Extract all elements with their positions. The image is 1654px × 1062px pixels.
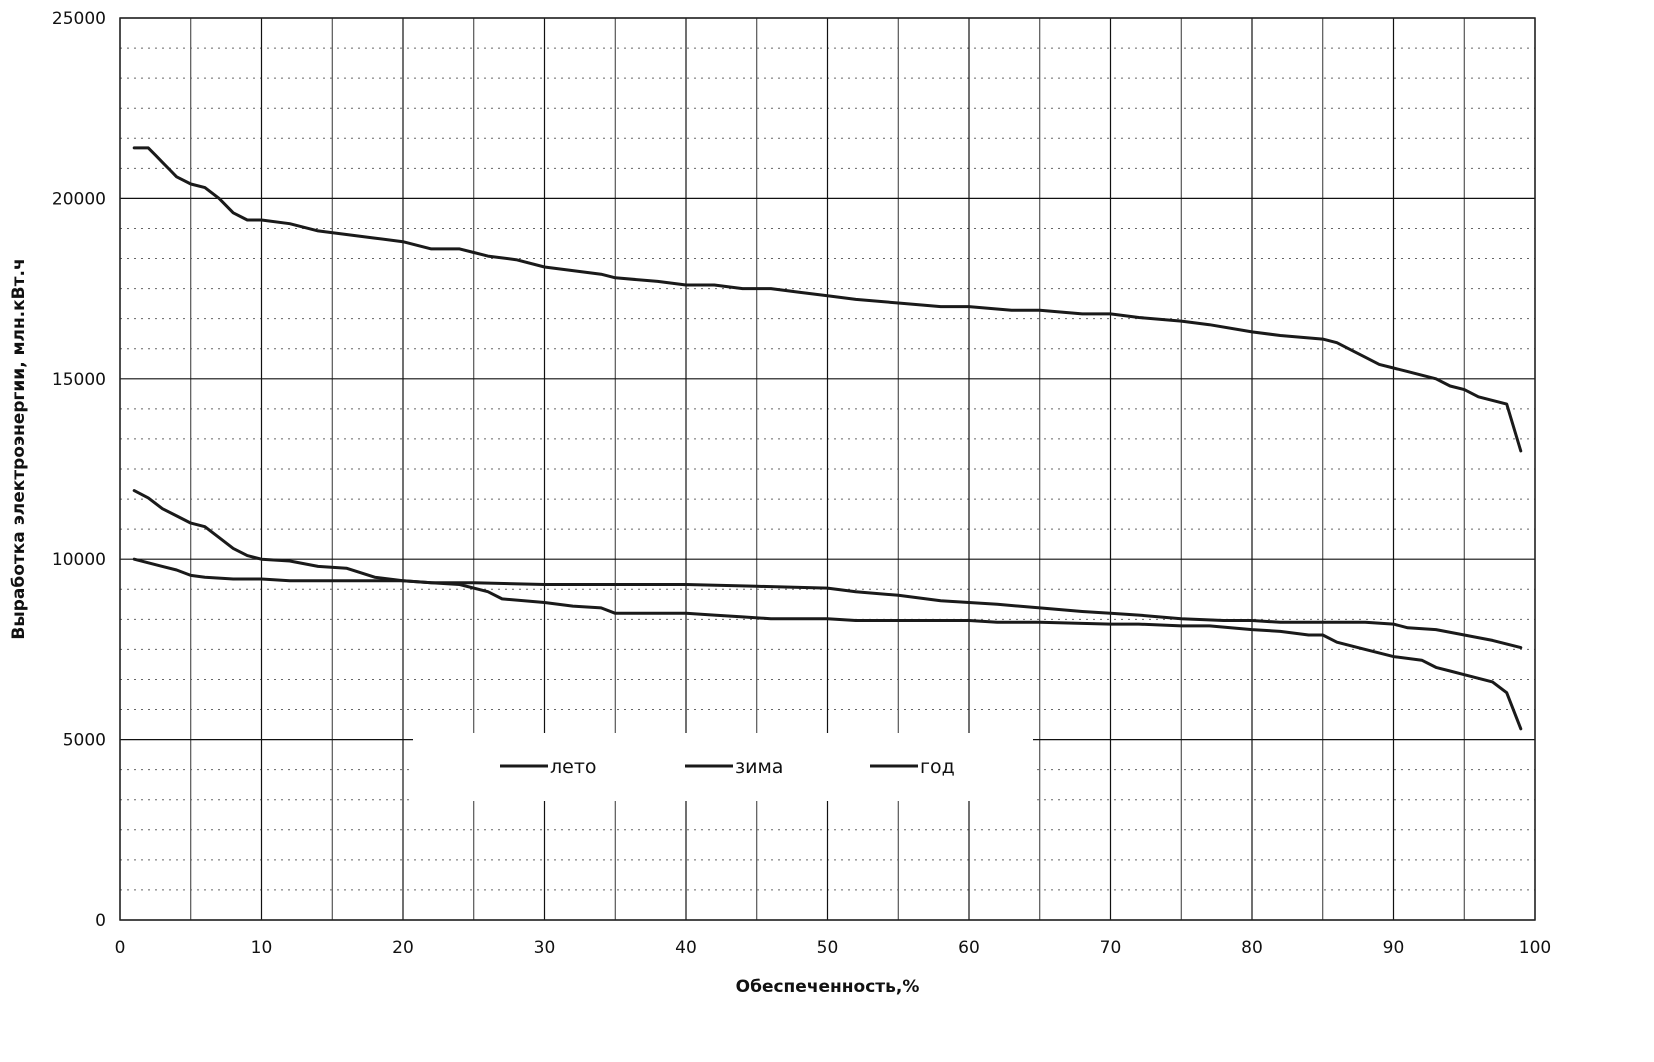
legend-label-зима: зима xyxy=(735,756,783,778)
plot-area-border xyxy=(119,17,1536,921)
y-axis-title: Выработка электроэнергии, млн.кВт.ч xyxy=(9,258,29,639)
x-tick-label: 10 xyxy=(251,938,273,958)
y-tick-label: 25000 xyxy=(52,9,106,29)
y-tick-label: 0 xyxy=(95,911,106,931)
x-tick-label: 100 xyxy=(1519,938,1551,958)
series-line-год xyxy=(132,146,1523,453)
legend: лето зима год xyxy=(413,733,1033,801)
y-axis-tick-labels: 0 5000 10000 15000 20000 25000 xyxy=(52,9,106,931)
x-axis-title: Обеспеченность,% xyxy=(736,977,920,997)
x-axis-tick-labels: 0 10 20 30 40 50 60 70 80 90 100 xyxy=(115,938,1552,958)
y-tick-label: 5000 xyxy=(63,731,106,751)
x-tick-label: 0 xyxy=(115,938,126,958)
x-tick-label: 40 xyxy=(675,938,697,958)
y-tick-label: 20000 xyxy=(52,189,106,209)
series-layer xyxy=(132,146,1523,731)
y-tick-label: 10000 xyxy=(52,550,106,570)
x-tick-label: 70 xyxy=(1100,938,1122,958)
legend-label-год: год xyxy=(920,756,955,778)
series-line-лето xyxy=(132,489,1523,731)
series-line-зима xyxy=(132,557,1523,650)
y-tick-label: 15000 xyxy=(52,370,106,390)
x-tick-label: 30 xyxy=(534,938,556,958)
x-tick-label: 20 xyxy=(392,938,414,958)
x-tick-label: 90 xyxy=(1383,938,1405,958)
x-tick-label: 80 xyxy=(1241,938,1263,958)
x-tick-label: 60 xyxy=(958,938,980,958)
x-tick-label: 50 xyxy=(817,938,839,958)
legend-label-лето: лето xyxy=(550,756,597,778)
